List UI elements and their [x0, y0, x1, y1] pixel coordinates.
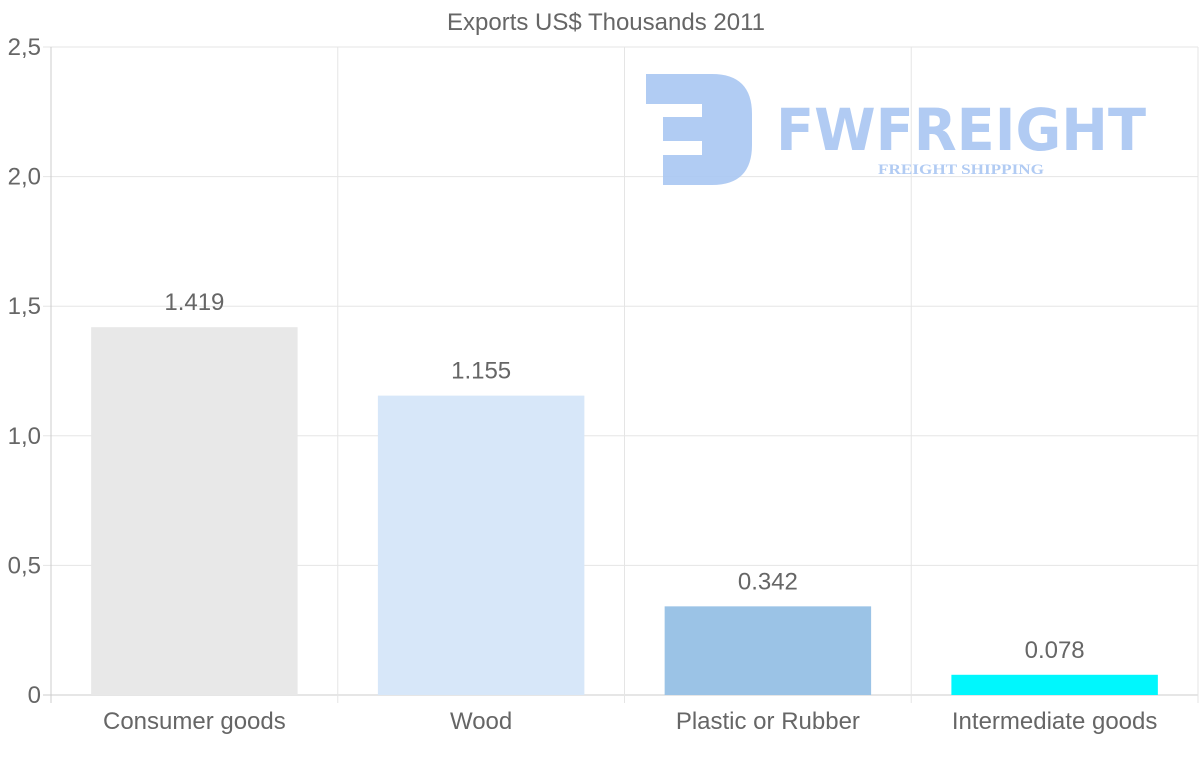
bar — [91, 327, 298, 695]
x-tick-label: Plastic or Rubber — [676, 708, 860, 735]
y-axis: 0 0,5 1,0 1,5 2,0 2,5 — [8, 34, 41, 709]
logo-brand-text: FWFREIGHT — [776, 96, 1146, 164]
bar — [664, 606, 872, 695]
data-label: 0.342 — [738, 568, 798, 595]
bar — [951, 674, 1158, 695]
y-tick-label: 1,0 — [8, 423, 41, 450]
data-label: 1.419 — [164, 289, 224, 316]
y-tick-label: 2,0 — [8, 164, 41, 191]
y-tick-label: 2,5 — [8, 34, 41, 61]
x-tick-label: Intermediate goods — [952, 708, 1157, 735]
fwfreight-logo-watermark: FWFREIGHT FREIGHT SHIPPING — [646, 74, 1146, 185]
y-tick-label: 0 — [28, 682, 41, 709]
y-tick-label: 0,5 — [8, 552, 41, 579]
x-tick-label: Wood — [450, 708, 512, 735]
chart-title: Exports US$ Thousands 2011 — [447, 9, 765, 36]
bar — [377, 395, 585, 695]
x-tick-label: Consumer goods — [103, 708, 286, 735]
bars: 1.419 1.155 0.342 0.078 — [91, 289, 1158, 695]
y-tick-label: 1,5 — [8, 293, 41, 320]
data-label: 0.078 — [1025, 637, 1085, 664]
data-label: 1.155 — [451, 358, 511, 385]
logo-mark-icon — [646, 74, 752, 185]
logo-tagline-text: FREIGHT SHIPPING — [878, 162, 1044, 178]
x-axis: Consumer goods Wood Plastic or Rubber Inter… — [103, 708, 1157, 735]
